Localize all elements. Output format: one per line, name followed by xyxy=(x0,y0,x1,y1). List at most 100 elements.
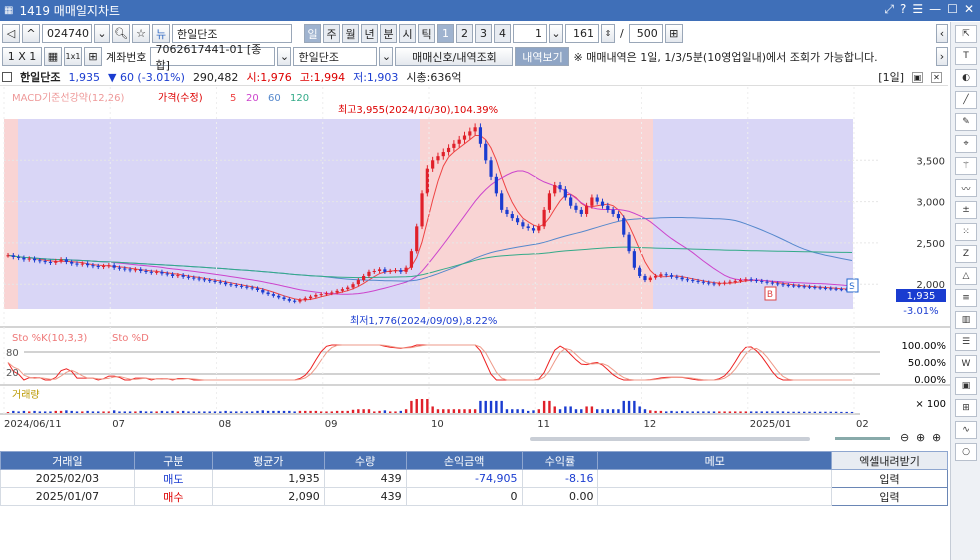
chart-scrollbar[interactable] xyxy=(530,437,810,441)
stock-up-button[interactable]: ^ xyxy=(22,24,40,43)
volume-bar xyxy=(160,410,164,413)
zoom-out-icon[interactable]: ⊖ xyxy=(900,431,910,444)
memo-input-button[interactable]: 입력 xyxy=(831,469,948,488)
minimize-icon[interactable]: — xyxy=(929,2,942,16)
fx-tool-icon[interactable]: ⚚ xyxy=(955,157,977,175)
line-tool-icon[interactable]: ╱ xyxy=(955,91,977,109)
bars-input[interactable]: 161 xyxy=(565,24,599,43)
99-tool-icon[interactable]: ⁙ xyxy=(955,223,977,241)
zoom-in-icon[interactable]: ⊕ xyxy=(916,431,926,444)
buy-marker[interactable] xyxy=(764,286,777,301)
scroll-right-button[interactable]: › xyxy=(936,47,948,66)
bars-stepper[interactable]: ⇕ xyxy=(601,24,615,43)
panel-max-icon[interactable]: ▣ xyxy=(912,71,923,83)
volume-bar xyxy=(134,411,137,413)
candle-body xyxy=(165,273,169,275)
candle-body xyxy=(308,296,313,299)
account-field[interactable]: 7062617441-01 [종합] xyxy=(150,43,276,72)
volume-bar xyxy=(155,411,158,413)
marker-tool-icon[interactable]: ◐ xyxy=(955,69,977,87)
stock-combo[interactable]: 한일단조 xyxy=(293,47,378,66)
excel-button[interactable]: 엑셀내려받기 xyxy=(831,451,948,470)
help-icon[interactable]: ? xyxy=(900,2,907,16)
candle-body xyxy=(616,214,621,219)
sell-marker[interactable] xyxy=(846,278,859,293)
pin-tool-icon[interactable]: ⇱ xyxy=(955,25,977,43)
grid-icon[interactable]: ▦ xyxy=(44,47,62,66)
apply-icon[interactable]: ⊞ xyxy=(664,24,683,43)
zoom-slider[interactable] xyxy=(835,437,890,440)
zoom-fit-icon[interactable]: ⊕ xyxy=(932,431,942,444)
view-history-button[interactable]: 내역보기 xyxy=(515,47,570,66)
period-hour[interactable]: 시 xyxy=(399,24,416,43)
span-dropdown-icon[interactable]: ⌄ xyxy=(549,24,563,43)
candle-body xyxy=(537,226,541,231)
favorite-icon[interactable]: ☆ xyxy=(132,24,150,43)
prev-stock-button[interactable]: ◁ xyxy=(2,24,20,43)
stock-combo-dropdown-icon[interactable]: ⌄ xyxy=(379,47,394,66)
volume-bar xyxy=(665,411,668,413)
signal-query-button[interactable]: 매매신호/내역조회 xyxy=(395,47,514,66)
stock-code-input[interactable]: 024740 xyxy=(42,24,92,43)
candle-body xyxy=(266,292,270,295)
period-week[interactable]: 주 xyxy=(323,24,340,43)
stock-dropdown-icon[interactable]: ⌄ xyxy=(94,24,110,43)
wave-tool-icon[interactable]: 〰 xyxy=(955,179,977,197)
img-tool-icon[interactable]: ▣ xyxy=(955,377,977,395)
circle-tool-icon[interactable]: ○ xyxy=(955,443,977,461)
cell-memo[interactable] xyxy=(597,487,833,506)
pin2-tool-icon[interactable]: ⌖ xyxy=(955,135,977,153)
panel-close-icon[interactable]: ✕ xyxy=(931,71,942,83)
total-bars-input[interactable]: 500 xyxy=(628,24,663,43)
volume-bar xyxy=(166,411,169,413)
count-3[interactable]: 3 xyxy=(475,24,492,43)
volume-bar xyxy=(213,411,217,413)
volume-bar xyxy=(824,411,827,413)
close-icon[interactable]: ✕ xyxy=(963,2,974,16)
pen-tool-icon[interactable]: ✎ xyxy=(955,113,977,131)
candle-body xyxy=(255,288,260,290)
scroll-left-button[interactable]: ‹ xyxy=(936,24,948,43)
table-row[interactable]: 2025/02/03 매도 1,935 439 -74,905 -8.16 입력 xyxy=(0,469,948,488)
list-tool-icon[interactable]: ≡ xyxy=(955,289,977,307)
period-day[interactable]: 일 xyxy=(304,24,321,43)
memo-input-button[interactable]: 입력 xyxy=(831,487,948,506)
ww-tool-icon[interactable]: W xyxy=(955,355,977,373)
onebyone-icon[interactable]: 1x1 xyxy=(64,47,82,66)
volume-bar xyxy=(245,411,249,413)
stack-tool-icon[interactable]: ☰ xyxy=(955,333,977,351)
period-tick[interactable]: 틱 xyxy=(418,24,435,43)
wave2-tool-icon[interactable]: ∿ xyxy=(955,421,977,439)
search-icon[interactable]: 🔍︎ xyxy=(112,24,130,43)
count-2[interactable]: 2 xyxy=(456,24,473,43)
candle-body xyxy=(229,284,233,286)
layout-button[interactable]: 1 X 1 xyxy=(2,47,42,66)
candle-body xyxy=(298,299,302,302)
z-tool-icon[interactable]: Z xyxy=(955,245,977,263)
count-1[interactable]: 1 xyxy=(437,24,454,43)
bars-tool-icon[interactable]: ▥ xyxy=(955,311,977,329)
restore-icon[interactable]: ⤢ xyxy=(884,2,895,16)
table-icon[interactable]: ⊞ xyxy=(84,47,102,66)
chart-area[interactable]: 3,500 3,000 2,500 2,000 MACD기준선강약(12,26) 가격… xyxy=(0,87,950,450)
span-input[interactable]: 1 xyxy=(513,24,547,43)
menu-icon[interactable]: ☰ xyxy=(912,2,924,16)
tool-tool-icon[interactable]: T xyxy=(955,47,977,65)
±-tool-icon[interactable]: ± xyxy=(955,201,977,219)
triangle-tool-icon[interactable]: △ xyxy=(955,267,977,285)
table-row[interactable]: 2025/01/07 매수 2,090 439 0 0.00 입력 xyxy=(0,487,948,506)
candle-body xyxy=(669,275,674,277)
volume-bar xyxy=(139,410,142,413)
new-icon[interactable]: 뉴 xyxy=(152,24,170,43)
maximize-icon[interactable]: ☐ xyxy=(947,2,958,16)
period-month[interactable]: 월 xyxy=(342,24,359,43)
volume-bar xyxy=(75,411,79,413)
chart-checkbox[interactable] xyxy=(2,72,12,82)
account-dropdown-icon[interactable]: ⌄ xyxy=(277,47,292,66)
period-year[interactable]: 년 xyxy=(361,24,378,43)
cell-memo[interactable] xyxy=(597,469,833,488)
period-minute[interactable]: 분 xyxy=(380,24,397,43)
candle-body xyxy=(393,270,398,272)
count-4[interactable]: 4 xyxy=(494,24,511,43)
calc-tool-icon[interactable]: ⊞ xyxy=(955,399,977,417)
